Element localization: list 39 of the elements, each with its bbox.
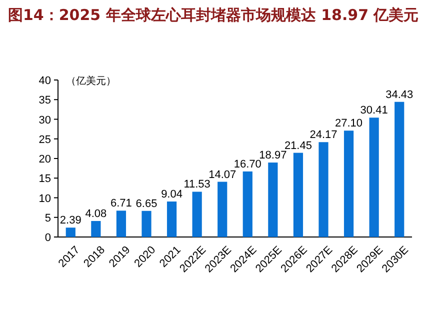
- bar: [344, 130, 354, 237]
- data-label: 11.53: [184, 178, 210, 191]
- y-tick-label: 40: [38, 75, 51, 87]
- data-label: 4.08: [85, 208, 107, 220]
- y-axis-title: （亿美元）: [66, 75, 116, 87]
- bar: [142, 210, 152, 237]
- y-tick-label: 15: [38, 173, 51, 186]
- data-label: 34.43: [386, 88, 414, 101]
- y-tick-label: 35: [38, 94, 51, 107]
- chart-title: 图14：2025 年全球左心耳封堵器市场规模达 18.97 亿美元: [8, 5, 420, 26]
- bar: [369, 118, 379, 237]
- data-label: 14.07: [208, 168, 236, 181]
- bar: [66, 228, 76, 237]
- data-label: 9.04: [161, 188, 182, 201]
- data-label: 27.10: [335, 118, 363, 130]
- y-tick-label: 0: [44, 232, 51, 244]
- y-tick-label: 5: [44, 212, 51, 224]
- bar: [192, 192, 202, 237]
- data-label: 30.41: [360, 104, 388, 117]
- bar: [293, 152, 304, 237]
- data-label: 24.17: [310, 129, 338, 142]
- data-label: 21.45: [284, 140, 312, 152]
- bar: [116, 210, 126, 237]
- bar: [91, 220, 101, 237]
- bar: [218, 182, 228, 237]
- bar: [394, 102, 404, 237]
- bar: [242, 171, 252, 237]
- data-label: 6.71: [110, 198, 132, 210]
- y-tick-label: 20: [38, 154, 51, 166]
- data-label: 6.65: [136, 198, 158, 210]
- y-tick-label: 10: [38, 192, 51, 205]
- y-tick-label: 30: [38, 114, 51, 126]
- data-label: 16.70: [234, 158, 262, 170]
- bar: [268, 162, 278, 237]
- bar: [318, 142, 328, 237]
- bar: [166, 202, 177, 237]
- data-label: 18.97: [259, 150, 287, 162]
- y-tick-label: 25: [38, 134, 51, 146]
- data-label: 2.39: [60, 214, 82, 227]
